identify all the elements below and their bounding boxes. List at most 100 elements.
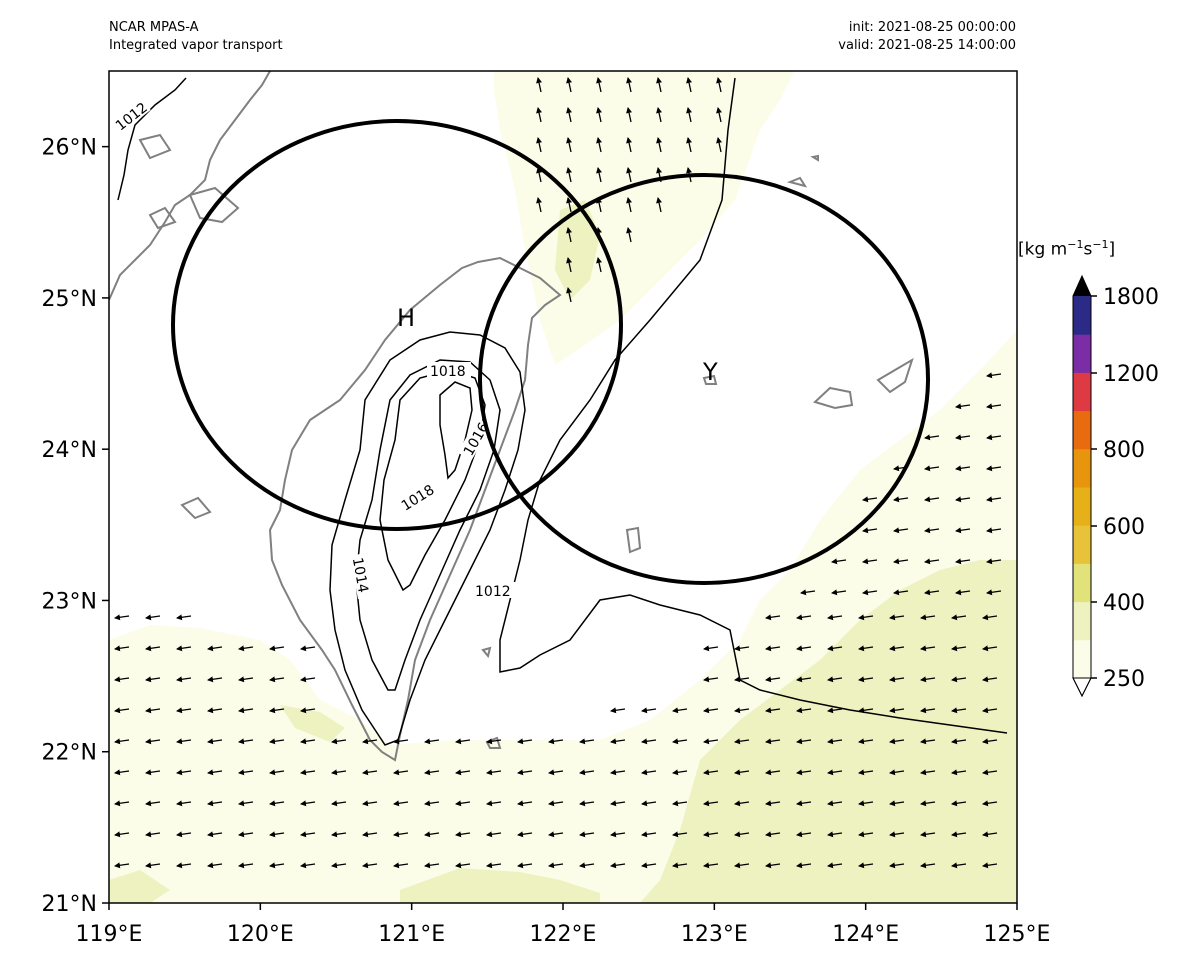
ivt-vector — [951, 676, 967, 683]
ivt-vector — [986, 403, 1002, 410]
ivt-vector — [831, 558, 847, 565]
ivt-vector — [393, 769, 409, 776]
ivt-vector — [765, 800, 781, 807]
ivt-vector — [734, 862, 750, 869]
lat-tick-label: 25°N — [42, 287, 97, 312]
ivt-vector — [986, 434, 1002, 441]
ivt-vector — [858, 614, 874, 621]
ivt-vector — [889, 738, 905, 745]
ivt-vector — [951, 800, 967, 807]
ivt-vector — [362, 769, 378, 776]
ivt-vector — [626, 77, 632, 93]
ivt-vector — [626, 197, 632, 213]
isobar-1012-east — [499, 77, 1008, 734]
ivt-vector — [955, 527, 971, 534]
ivt-vector — [145, 645, 161, 652]
ivt-vector — [207, 831, 223, 838]
ivt-vector — [566, 107, 572, 123]
ivt-vector — [596, 107, 602, 123]
ivt-vector — [862, 527, 878, 534]
ivt-vector — [536, 197, 542, 213]
ivt-vector — [986, 372, 1002, 379]
ivt-vector — [982, 769, 998, 776]
ivt-vector — [300, 831, 316, 838]
ivt-vector — [145, 769, 161, 776]
small-island-se — [625, 526, 642, 554]
lat-tick-label: 24°N — [42, 438, 97, 463]
ivt-vector — [207, 800, 223, 807]
ivt-vector — [207, 862, 223, 869]
small-island-y — [702, 374, 718, 385]
ivt-vector — [610, 862, 626, 869]
ivt-vector — [672, 738, 688, 745]
ivt-vector — [579, 769, 595, 776]
ivt-vector — [924, 527, 940, 534]
ivt-vector — [176, 800, 192, 807]
orchid-island — [485, 736, 502, 749]
ivt-vector — [986, 496, 1002, 503]
ivt-vector — [269, 862, 285, 869]
ivt-vector — [269, 769, 285, 776]
ivt-vector — [920, 769, 936, 776]
ivt-vector — [536, 137, 542, 153]
colorbar-segment — [1073, 334, 1091, 373]
ivt-vector — [686, 137, 692, 153]
ivt-vector — [455, 769, 471, 776]
ivt-vector — [176, 707, 192, 714]
analysis-circles — [171, 119, 930, 585]
ivt-vector — [610, 738, 626, 745]
ivt-vector — [300, 707, 316, 714]
lon-tick-label: 123°E — [681, 922, 748, 947]
colorbar-extend-max — [1073, 276, 1091, 296]
ivt-vector — [889, 831, 905, 838]
ivt-vector — [862, 589, 878, 596]
ivt-vector — [656, 137, 662, 153]
ivt-vector — [393, 831, 409, 838]
ivt-vector — [982, 862, 998, 869]
ivt-vector — [951, 831, 967, 838]
ivt-vector — [765, 738, 781, 745]
ivt-west-core — [280, 705, 345, 742]
ivt-vector — [827, 862, 843, 869]
ivt-vector — [734, 831, 750, 838]
ivt-vector — [145, 831, 161, 838]
ivt-vector — [176, 769, 192, 776]
ivt-vector — [300, 645, 316, 652]
latitude-ticks: 21°N 22°N 23°N 24°N 25°N 26°N — [42, 136, 109, 917]
lat-tick-label: 23°N — [42, 589, 97, 614]
colorbar-tick-label: 250 — [1103, 667, 1145, 692]
isobar-label: 1012 — [475, 584, 511, 600]
ivt-vector — [672, 862, 688, 869]
ivt-vector — [827, 676, 843, 683]
ivt-vector — [393, 800, 409, 807]
ivt-vector — [796, 707, 812, 714]
ivt-vector — [238, 769, 254, 776]
green-island — [481, 646, 492, 659]
ivt-vector — [176, 676, 192, 683]
ivt-vector — [176, 831, 192, 838]
ivt-vector — [796, 676, 812, 683]
ivt-sw-core — [109, 870, 170, 903]
ivt-vector — [716, 107, 722, 123]
ivt-vector — [566, 287, 572, 303]
ivt-vector — [300, 862, 316, 869]
ivt-vector — [145, 707, 161, 714]
ivt-vector — [924, 434, 940, 441]
ivt-vector — [827, 614, 843, 621]
ivt-vector — [176, 738, 192, 745]
ivt-vector — [566, 257, 572, 273]
unit-part: [kg m — [1018, 239, 1068, 260]
ivt-vector — [486, 831, 502, 838]
ivt-vector — [269, 645, 285, 652]
ivt-vector — [300, 769, 316, 776]
ivt-vector — [951, 862, 967, 869]
ivt-vector — [566, 137, 572, 153]
ivt-vector — [145, 800, 161, 807]
ivt-vector — [300, 738, 316, 745]
ivt-vector — [424, 831, 440, 838]
ivt-vector — [626, 137, 632, 153]
islets-ne — [786, 154, 819, 188]
ivt-vector — [924, 558, 940, 565]
ivt-vector — [858, 645, 874, 652]
ivt-vector — [641, 738, 657, 745]
